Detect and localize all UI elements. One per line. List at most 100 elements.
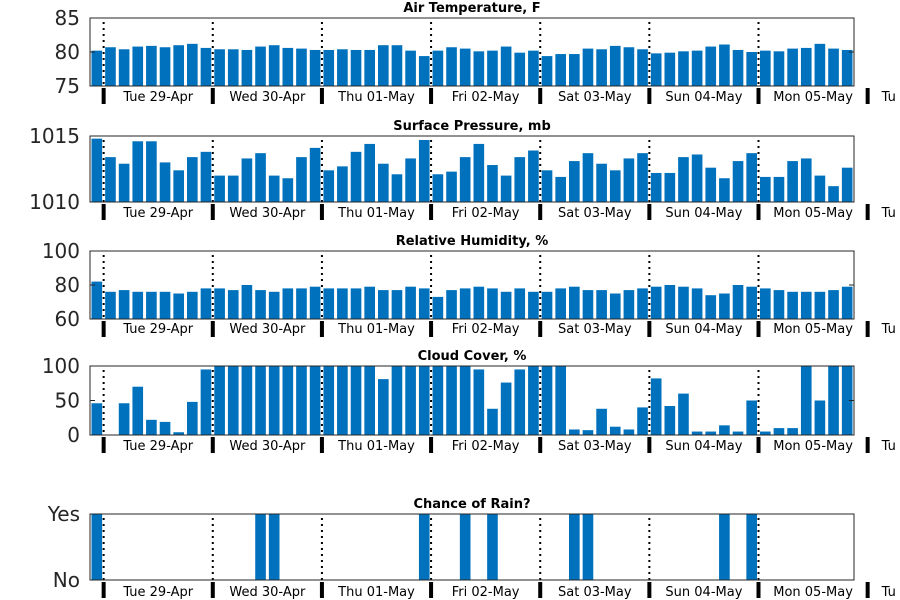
bar [350,288,362,319]
bar [514,157,526,202]
xtick-label: Sat 03-May [558,90,632,105]
bar [187,157,198,202]
bar [391,366,403,435]
bar [132,291,144,319]
bar [487,165,498,202]
xtick-label: Mon 05-May [773,206,853,221]
bar [678,51,689,86]
bar [337,49,348,86]
bar [418,288,430,319]
bar [337,166,348,202]
bar [650,53,662,86]
bar [268,291,280,319]
bar [255,514,266,580]
bar [159,421,171,435]
bar [487,514,498,580]
bar [459,366,471,435]
ytick-label: 100 [42,239,80,263]
bar [446,171,457,202]
bar [609,45,621,86]
bar [664,52,676,86]
bar [118,403,130,435]
bar [309,147,321,202]
bar [282,288,294,319]
bar [91,403,103,435]
bar [732,49,744,86]
panel-title: Air Temperature, F [403,1,540,16]
bar [746,52,757,86]
bar [132,386,144,435]
chart-panel-4: Chance of Rain? No Yes Tue 29-Apr Wed 30-Apr… [47,497,896,600]
bar [323,366,335,435]
bar [227,175,239,202]
xtick-label: Sat 03-May [558,585,632,600]
xtick-label: Sat 03-May [558,206,632,221]
xtick-label: Tu [881,90,896,105]
plot-frame [89,513,855,581]
bar [378,290,389,319]
bar [596,290,607,319]
bar [364,366,375,435]
bar [405,286,416,319]
bar [487,408,498,435]
bar [459,48,471,86]
bar [173,45,184,86]
bar [623,47,635,86]
bar [364,286,375,319]
bar [705,167,717,202]
bar [760,176,771,202]
bar [364,143,375,202]
bar [459,514,471,580]
bar [596,49,607,86]
bar [323,288,335,319]
bar [582,153,594,202]
bar [418,514,430,580]
xtick-label: Mon 05-May [773,439,853,454]
bar [650,286,662,319]
xtick-label: Fri 02-May [452,206,520,221]
bar [255,153,266,202]
bar [773,290,785,319]
bar [814,175,826,202]
bar [241,158,253,202]
bar [814,400,826,435]
bar [623,290,635,319]
bar [350,151,362,202]
ytick-label: 60 [55,307,80,331]
bar [814,43,826,86]
bar [268,366,280,435]
bar [227,366,239,435]
bar [760,50,771,86]
bar [378,45,389,86]
xtick-label: Wed 30-Apr [229,206,306,221]
bar [528,150,539,202]
bar [569,429,580,435]
bar [514,369,526,435]
ytick-label: 80 [55,273,80,297]
panel-title: Surface Pressure, mb [393,119,551,134]
bar [91,514,103,580]
bar [200,151,212,202]
xtick-label: Fri 02-May [452,585,520,600]
bar [719,293,730,319]
bar [159,162,171,202]
bar [132,141,144,202]
xtick-label: Tue 29-Apr [122,322,193,337]
bar [91,281,103,319]
bar [296,48,307,86]
bar [132,46,144,86]
bar [146,141,157,202]
xtick-label: Mon 05-May [773,322,853,337]
bar [432,50,444,86]
xtick-label: Tue 29-Apr [122,90,193,105]
xtick-label: Tu [881,206,896,221]
bar [500,382,512,435]
bar [405,366,416,435]
bar [296,288,307,319]
chart-panel-0: Air Temperature, F 75 80 85 Tue 29-Apr Wed 30… [55,1,896,105]
bar [378,163,389,202]
ytick-label: 1010 [29,190,80,214]
xtick-label: Wed 30-Apr [229,439,306,454]
bar [500,291,512,319]
bar [146,419,157,435]
